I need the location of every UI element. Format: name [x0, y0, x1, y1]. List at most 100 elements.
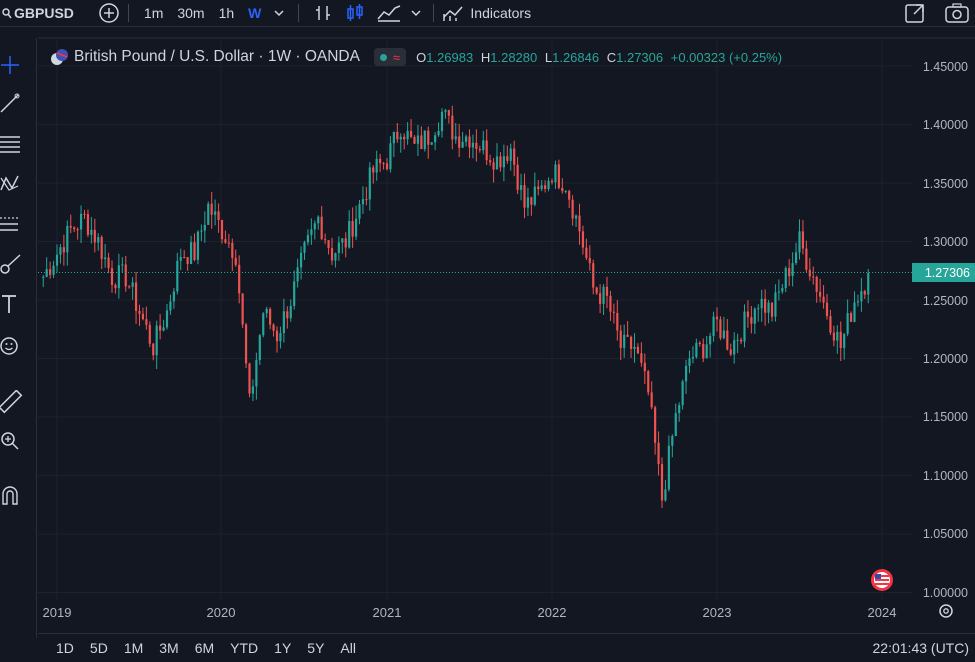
- snapshot-button[interactable]: [944, 0, 970, 26]
- candle-body: [812, 276, 815, 278]
- candle-body: [303, 242, 306, 253]
- candle-body: [746, 311, 750, 318]
- candle-body: [430, 142, 433, 145]
- candle-body: [581, 231, 585, 248]
- candle-body: [121, 264, 124, 266]
- price-tick: 1.45000: [923, 60, 968, 74]
- add-circle-icon: [99, 3, 119, 23]
- candle-body: [547, 180, 550, 189]
- pattern-icon[interactable]: [0, 172, 24, 196]
- candles: [42, 105, 870, 508]
- bottom-toolbar: 1D 5D 1M 3M 6M YTD 1Y 5Y All 22:01:43 (U…: [38, 633, 975, 662]
- range-all[interactable]: All: [340, 640, 356, 656]
- bar-chart-type-button[interactable]: [307, 0, 339, 26]
- range-5d[interactable]: 5D: [89, 640, 108, 656]
- time-tick: 2023: [703, 605, 732, 620]
- candle-body: [475, 142, 478, 149]
- candle-body: [231, 242, 234, 258]
- zoom-icon[interactable]: [0, 429, 24, 453]
- range-5y[interactable]: 5Y: [307, 640, 325, 656]
- candle-body: [657, 442, 660, 465]
- settings-gear-icon[interactable]: [939, 604, 953, 618]
- market-status-pill[interactable]: ≈: [373, 48, 407, 66]
- divider: [298, 4, 300, 22]
- candle-body: [375, 158, 378, 173]
- utc-clock[interactable]: 22:01:43 (UTC): [872, 640, 969, 656]
- candle-body: [293, 281, 296, 306]
- candle-body: [709, 335, 712, 345]
- range-6m[interactable]: 6M: [194, 640, 215, 656]
- candle-body: [853, 302, 856, 322]
- candle-body: [695, 342, 698, 358]
- candle-body: [45, 269, 48, 277]
- candle-body: [726, 330, 729, 350]
- us-flag-icon[interactable]: [871, 569, 893, 591]
- interval-30m[interactable]: 30m: [177, 5, 205, 21]
- range-1m[interactable]: 1M: [123, 640, 144, 656]
- drawing-toolbar: [0, 38, 37, 638]
- indicators-button[interactable]: Indicators: [442, 0, 531, 26]
- ruler-icon[interactable]: [0, 390, 24, 414]
- fullscreen-button[interactable]: [904, 0, 926, 26]
- compare-button[interactable]: [98, 0, 120, 26]
- candle-body: [169, 301, 172, 311]
- candle-body: [423, 130, 426, 150]
- last-price-label: 1.27306: [925, 266, 970, 280]
- candle-body: [354, 218, 358, 237]
- indicators-label: Indicators: [470, 5, 532, 21]
- range-ytd[interactable]: YTD: [230, 640, 259, 656]
- chart-legend: British Pound / U.S. Dollar · 1W · OANDA…: [50, 46, 782, 68]
- candle-body: [176, 260, 179, 292]
- interval-1m[interactable]: 1m: [143, 5, 164, 21]
- candle-body: [406, 130, 409, 140]
- low-key: L: [544, 49, 553, 65]
- high-value: 1.28280: [490, 49, 538, 65]
- candle-body: [379, 158, 382, 164]
- interval-w[interactable]: W: [248, 5, 262, 21]
- candle-body: [482, 140, 485, 151]
- time-tick: 2022: [538, 605, 567, 620]
- candle-body: [193, 242, 196, 260]
- grid: [38, 40, 912, 600]
- candle-body: [478, 148, 481, 151]
- symbol-search[interactable]: GBPUSD: [0, 0, 74, 26]
- candle-body: [739, 339, 743, 342]
- price-tick: 1.00000: [923, 586, 968, 600]
- currency-flags-icon: [51, 49, 68, 65]
- legend-title[interactable]: British Pound / U.S. Dollar · 1W · OANDA: [74, 48, 360, 65]
- candle-body: [832, 332, 835, 341]
- range-1d[interactable]: 1D: [56, 640, 74, 656]
- interval-1h[interactable]: 1h: [218, 5, 235, 21]
- trend-line-icon[interactable]: [0, 92, 24, 116]
- candle-body: [674, 413, 677, 437]
- magnet-icon[interactable]: [0, 484, 24, 508]
- candle-body: [207, 203, 210, 225]
- candle-body: [210, 203, 213, 215]
- area-chart-type-button[interactable]: [371, 0, 407, 26]
- range-3m[interactable]: 3M: [159, 640, 179, 656]
- emoji-icon[interactable]: [0, 334, 24, 358]
- candle-body: [753, 308, 756, 324]
- interval-dropdown[interactable]: [268, 0, 290, 26]
- candle-body: [214, 211, 217, 215]
- text-icon[interactable]: [0, 292, 24, 316]
- chart-type-dropdown[interactable]: [407, 0, 425, 26]
- candle-body: [571, 199, 574, 219]
- candle-chart-type-button[interactable]: [339, 0, 371, 26]
- candle-body: [179, 257, 182, 261]
- candle-body: [743, 311, 746, 342]
- last-price-tag: [912, 263, 975, 282]
- candle-body: [49, 269, 52, 275]
- range-1y[interactable]: 1Y: [274, 640, 292, 656]
- crosshair-icon[interactable]: [0, 54, 24, 78]
- fib-icon[interactable]: [0, 132, 24, 156]
- forecast-icon[interactable]: [0, 212, 24, 236]
- candle-body: [458, 136, 461, 148]
- candle-body: [815, 276, 818, 292]
- brush-icon[interactable]: [0, 252, 24, 276]
- candle-body: [801, 231, 805, 249]
- candle-body: [310, 229, 313, 236]
- candle-body: [93, 229, 96, 243]
- close-value: 1.27306: [616, 49, 664, 65]
